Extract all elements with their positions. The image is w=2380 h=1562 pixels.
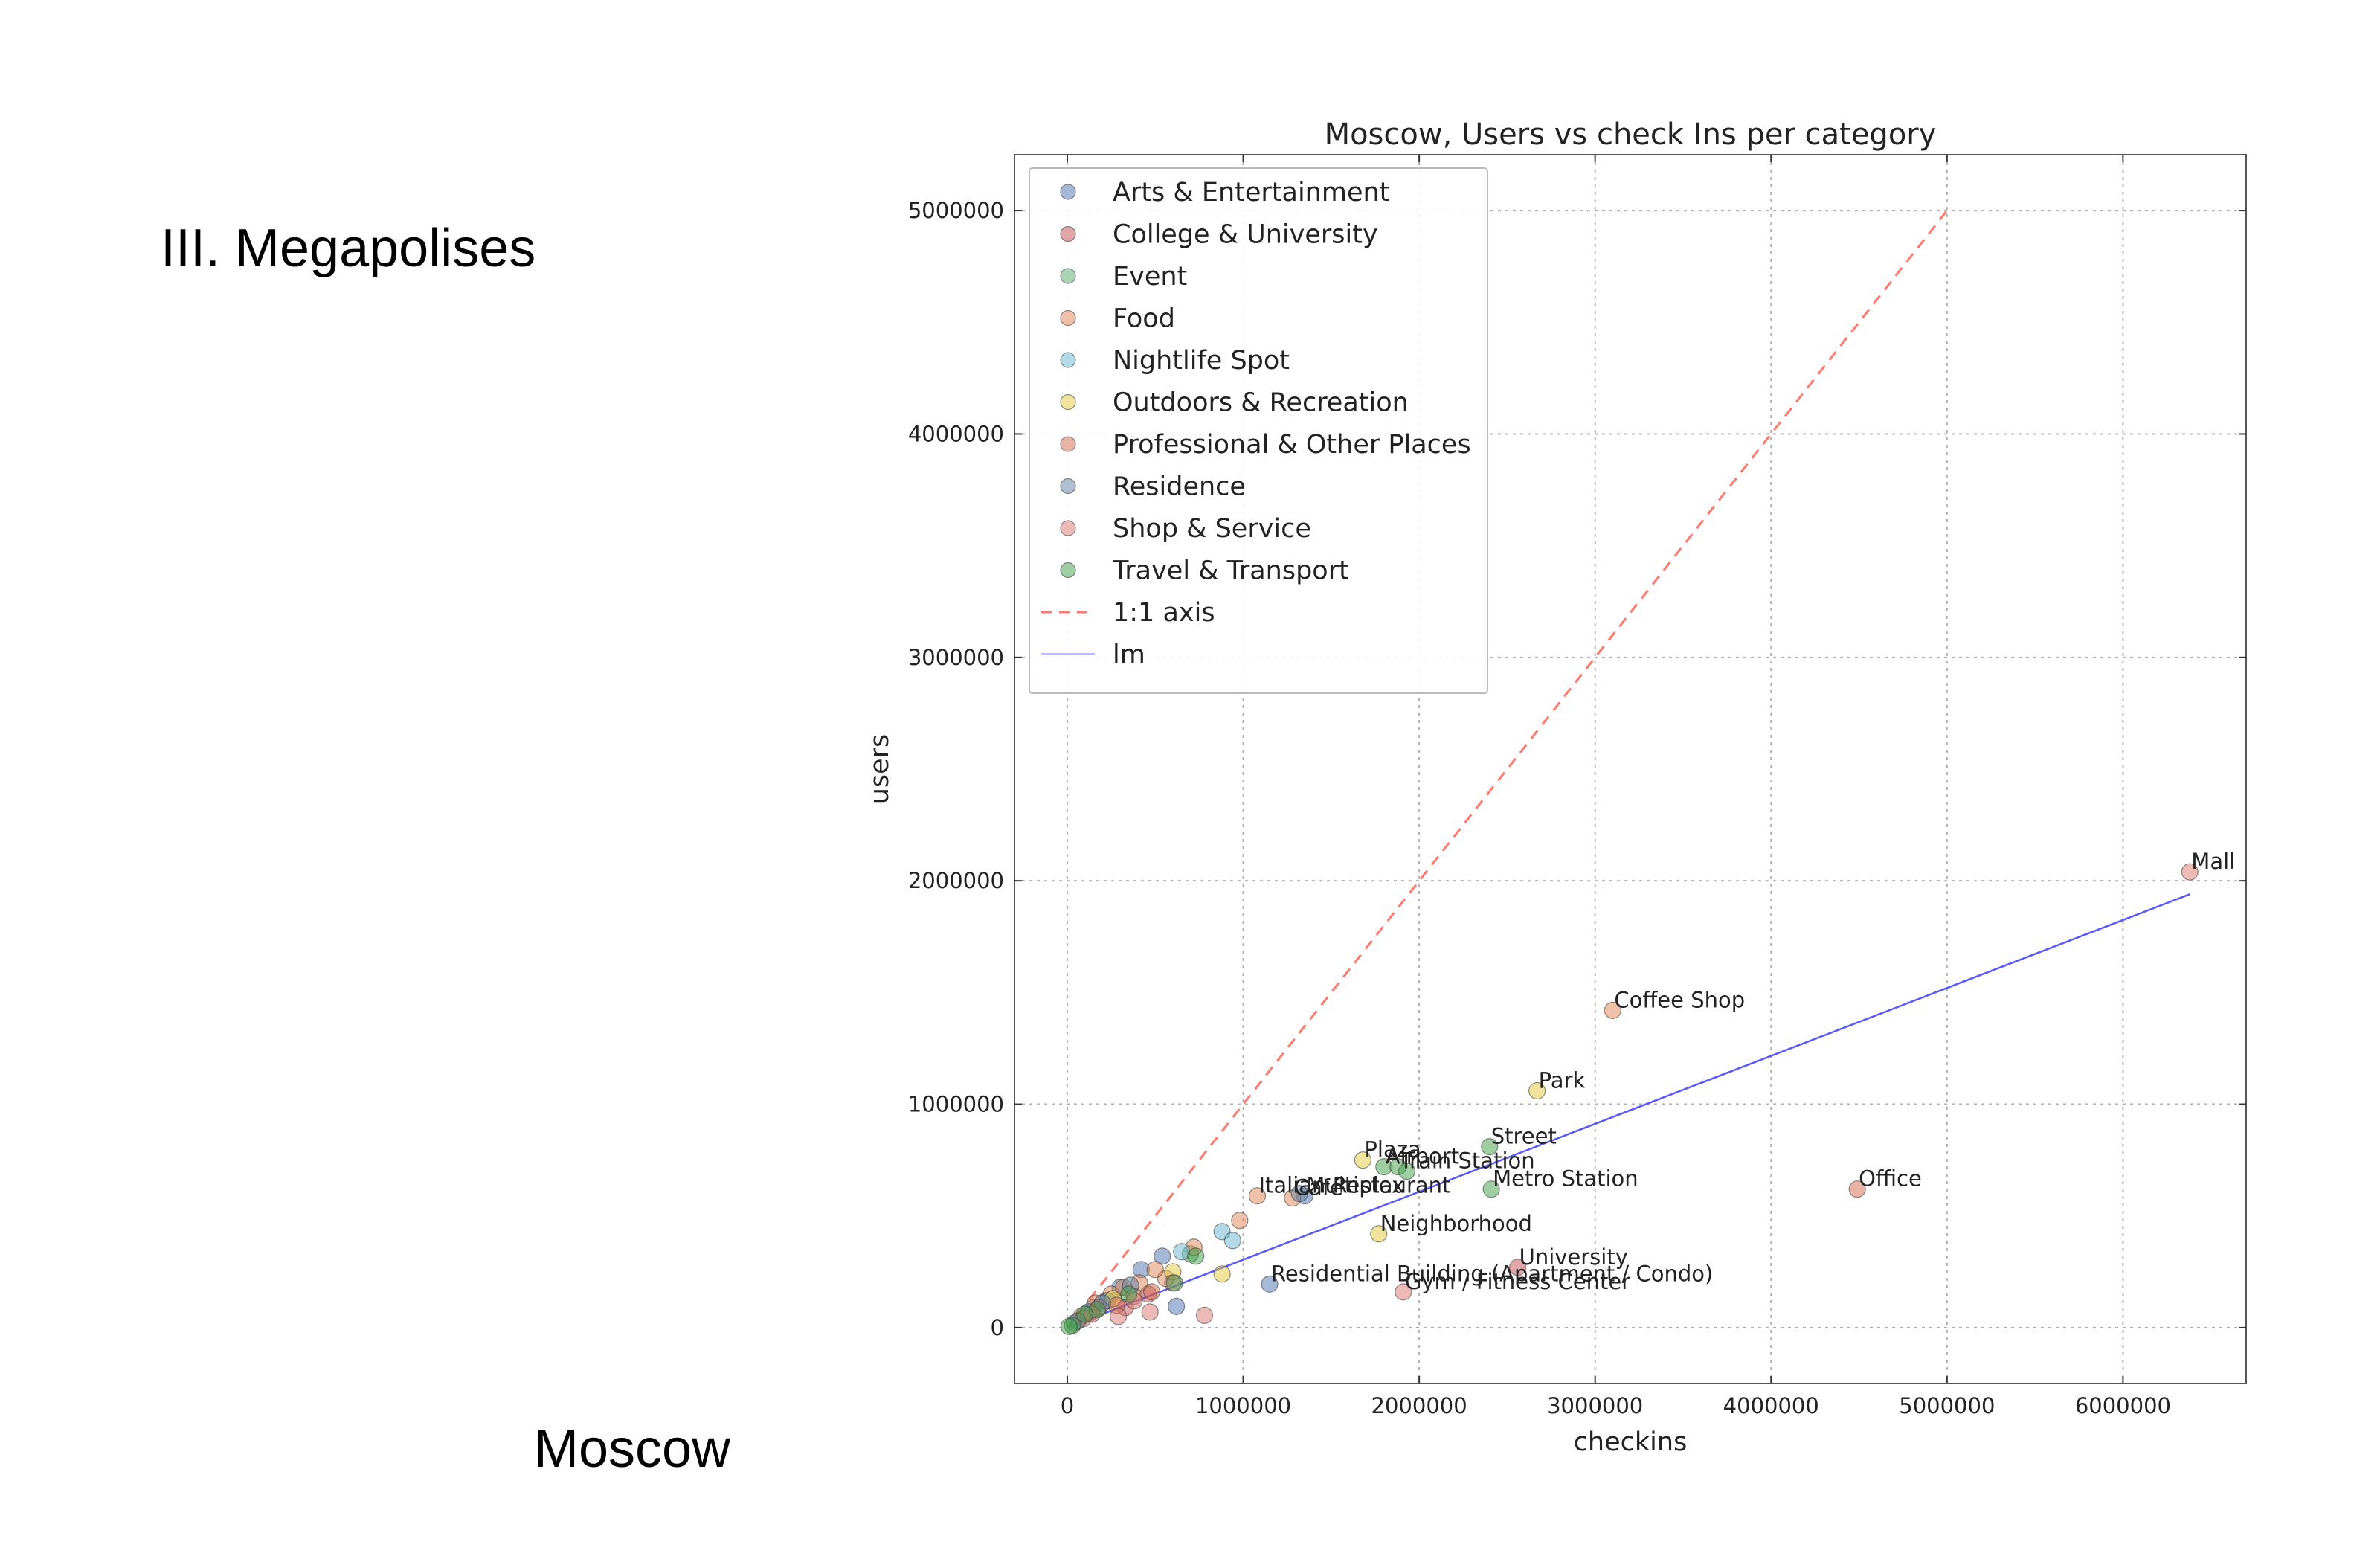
slide-caption: Moscow xyxy=(534,1419,731,1479)
data-point xyxy=(1141,1303,1159,1321)
data-point xyxy=(1231,1212,1249,1230)
legend-marker xyxy=(1060,352,1076,368)
data-points xyxy=(1060,863,2199,1336)
axes: 0 1000000 2000000 3000000 4000000 5000000 6000… xyxy=(865,118,2247,1457)
legend-label: Shop & Service xyxy=(1113,514,1311,544)
point-label: Multiplex xyxy=(1306,1173,1404,1198)
y-tick-label: 5000000 xyxy=(908,198,1004,223)
point-label: Train Station xyxy=(1399,1148,1535,1174)
x-tick-label: 0 xyxy=(1061,1393,1074,1418)
point-label: Gym / Fitness Center xyxy=(1405,1269,1630,1294)
point-label: Street xyxy=(1491,1124,1557,1149)
point-annotations: Mall Coffee Shop Park Street PlazaAirportTra… xyxy=(1258,849,2235,1294)
y-tick-label: 0 xyxy=(991,1315,1004,1340)
legend-label: Residence xyxy=(1113,472,1246,502)
point-label: Airport xyxy=(1386,1144,1459,1169)
data-point xyxy=(1223,1232,1241,1250)
data-point xyxy=(1248,1187,1267,1205)
legend: Arts & Entertainment College & University… xyxy=(1029,167,1488,694)
legend-label: Nightlife Spot xyxy=(1113,346,1290,376)
data-point xyxy=(1187,1247,1205,1265)
x-tick-label: 3000000 xyxy=(1547,1393,1643,1418)
legend-marker xyxy=(1060,478,1076,495)
y-axis-label: users xyxy=(865,734,895,805)
point-label: Residential Building (Apartment / Condo) xyxy=(1271,1261,1713,1286)
x-tick-label: 1000000 xyxy=(1195,1393,1291,1418)
legend-marker xyxy=(1060,436,1076,452)
legend-label: College & University xyxy=(1113,220,1378,250)
data-point xyxy=(1354,1151,1372,1169)
y-tick-label: 1000000 xyxy=(908,1092,1004,1117)
point-label: Neighborhood xyxy=(1380,1211,1532,1236)
legend-label: Event xyxy=(1113,262,1187,292)
data-point xyxy=(1120,1285,1138,1303)
legend-marker xyxy=(1060,268,1076,284)
data-point xyxy=(1076,1305,1094,1323)
data-point xyxy=(1290,1185,1308,1203)
data-point xyxy=(1604,1001,1621,1019)
data-point xyxy=(1508,1259,1527,1276)
one-to-one-line xyxy=(1066,210,1949,1328)
point-label: Park xyxy=(1539,1068,1586,1093)
legend-marker xyxy=(1060,393,1076,411)
legend-label: Professional & Other Places xyxy=(1113,430,1471,460)
data-point xyxy=(1213,1265,1231,1283)
chart-title: Moscow, Users vs check Ins per category xyxy=(1325,118,1937,152)
legend-label: Food xyxy=(1113,304,1175,334)
point-label: Office xyxy=(1859,1166,1922,1192)
legend-marker xyxy=(1060,309,1076,327)
data-point xyxy=(1060,1317,1078,1336)
data-point xyxy=(1165,1274,1183,1292)
x-axis-label: checkins xyxy=(1574,1427,1688,1457)
data-point xyxy=(1168,1297,1186,1315)
legend-label: lm xyxy=(1113,640,1145,670)
grid xyxy=(1014,155,2246,1383)
point-label: University xyxy=(1519,1244,1628,1270)
y-tick-label: 4000000 xyxy=(908,421,1004,446)
slide-heading: III. Megapolises xyxy=(161,219,536,278)
point-label: Mall xyxy=(2191,849,2235,874)
data-point xyxy=(1154,1247,1171,1265)
data-point xyxy=(1261,1275,1279,1293)
data-point xyxy=(1395,1283,1412,1301)
legend-label: Travel & Transport xyxy=(1112,556,1349,586)
data-point xyxy=(1528,1081,1546,1100)
data-point xyxy=(1142,1283,1161,1301)
plot-frame xyxy=(1014,154,2247,1384)
data-point xyxy=(1848,1180,1866,1198)
point-label: Metro Station xyxy=(1493,1166,1638,1192)
lm-line xyxy=(1067,893,2190,1329)
data-point xyxy=(1482,1180,1500,1198)
data-point xyxy=(2181,863,2199,881)
point-label: Café xyxy=(1294,1175,1343,1201)
data-point xyxy=(1109,1308,1128,1325)
data-point xyxy=(1481,1138,1499,1156)
data-point xyxy=(1146,1261,1164,1279)
legend-label: 1:1 axis xyxy=(1113,598,1215,628)
legend-box xyxy=(1029,167,1488,694)
legend-marker xyxy=(1060,562,1076,579)
x-tick-label: 5000000 xyxy=(1899,1393,1995,1418)
point-label: Coffee Shop xyxy=(1614,987,1745,1012)
data-point xyxy=(1195,1306,1214,1324)
x-tick-label: 2000000 xyxy=(1371,1393,1467,1418)
point-label: Italian Restaurant xyxy=(1258,1173,1450,1198)
data-point xyxy=(1398,1163,1416,1180)
legend-marker xyxy=(1060,184,1076,200)
point-label: Plaza xyxy=(1364,1137,1421,1163)
reference-lines xyxy=(1066,210,2190,1329)
legend-marker xyxy=(1060,520,1076,536)
legend-label: Outdoors & Recreation xyxy=(1113,388,1409,418)
y-tick-label: 2000000 xyxy=(908,868,1004,893)
x-tick-label: 6000000 xyxy=(2075,1393,2171,1418)
legend-marker xyxy=(1060,225,1076,242)
data-point xyxy=(1370,1225,1388,1243)
legend-label: Arts & Entertainment xyxy=(1113,178,1389,208)
x-tick-label: 4000000 xyxy=(1723,1393,1819,1418)
y-tick-label: 3000000 xyxy=(908,645,1004,670)
